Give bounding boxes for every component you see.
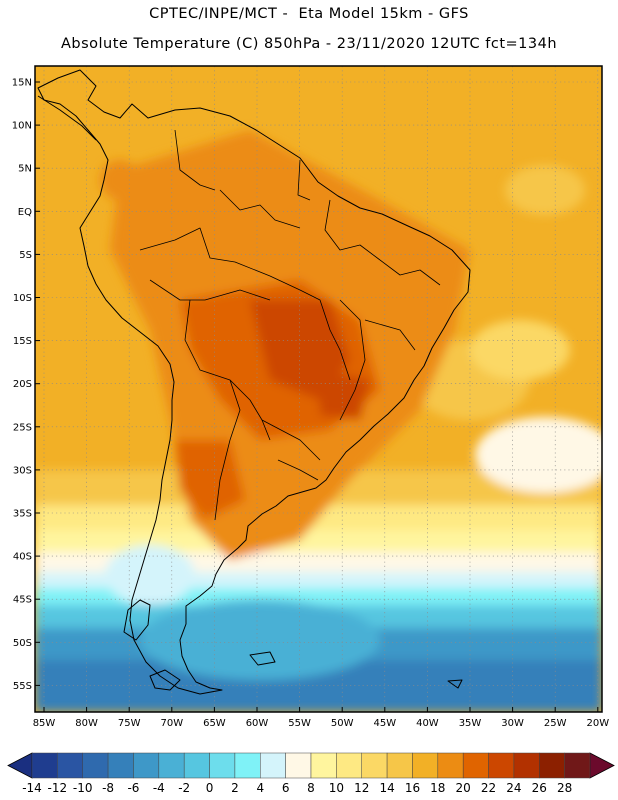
- colorbar: -14 -12 -10 -8 -6 -4 -2 0 2 4 6 8 10 12 14 16 18 20 22 24 26…: [7, 752, 615, 795]
- colorbar-swatch: [310, 752, 337, 779]
- colorbar-swatch: [513, 752, 540, 779]
- colorbar-label: 0: [206, 781, 214, 795]
- colorbar-label: 8: [307, 781, 315, 795]
- temperature-field: [35, 66, 602, 712]
- colorbar-swatch: [31, 752, 58, 779]
- lat-tick-label: 45S: [13, 595, 32, 606]
- colorbar-swatch: [462, 752, 489, 779]
- colorbar-label: 2: [231, 781, 239, 795]
- colorbar-swatch: [412, 752, 439, 779]
- colorbar-label: -6: [127, 781, 139, 795]
- lat-tick-label: 40S: [13, 552, 32, 563]
- colorbar-label: -2: [178, 781, 190, 795]
- colorbar-swatch: [107, 752, 134, 779]
- lon-tick-label: 65W: [203, 718, 226, 729]
- colorbar-label: 6: [282, 781, 290, 795]
- map-title-line-1: CPTEC/INPE/MCT - Eta Model 15km - GFS: [149, 6, 469, 22]
- lat-tick-label: 25S: [13, 422, 32, 433]
- colorbar-swatch: [82, 752, 109, 779]
- colorbar-label: 26: [532, 781, 547, 795]
- lat-tick-label: 15S: [13, 336, 32, 347]
- lon-tick-label: 60W: [246, 718, 269, 729]
- colorbar-label: -14: [22, 781, 42, 795]
- latitude-axis: 15N 10N 5N EQ 5S 10S 15S 20S 25S 30S 35S 40S 45S 50S 5…: [12, 78, 40, 692]
- coastline: [37, 69, 471, 695]
- colorbar-swatch: [336, 752, 362, 779]
- colorbar-swatch: [260, 752, 286, 779]
- colorbar-swatch: [234, 752, 261, 779]
- colorbar-swatch: [488, 752, 515, 779]
- colorbar-swatch: [133, 752, 160, 779]
- longitude-axis: 85W 80W 75W 70W 65W 60W 55W 50W 45W 40W 35W 30W 25W 2…: [33, 707, 609, 729]
- lon-tick-label: 70W: [160, 718, 183, 729]
- lat-tick-label: 5S: [19, 250, 32, 261]
- lon-tick-label: 20W: [586, 718, 609, 729]
- colorbar-swatch: [539, 752, 565, 779]
- colorbar-label: 22: [481, 781, 496, 795]
- lat-tick-label: 55S: [13, 681, 32, 692]
- map-frame: [34, 65, 603, 713]
- lat-lon-grid: [35, 66, 602, 712]
- colorbar-label: 16: [405, 781, 420, 795]
- colorbar-swatch: [564, 752, 591, 779]
- colorbar-label: 12: [354, 781, 369, 795]
- colorbar-label: -8: [102, 781, 114, 795]
- lon-tick-label: 50W: [331, 718, 354, 729]
- lat-tick-label: 5N: [18, 164, 32, 175]
- lat-tick-label: 15N: [12, 78, 32, 89]
- colorbar-label: 24: [506, 781, 521, 795]
- country-borders: [139, 129, 441, 521]
- colorbar-label: 20: [456, 781, 471, 795]
- lon-tick-label: 80W: [75, 718, 98, 729]
- lat-tick-label: EQ: [18, 207, 32, 218]
- lon-tick-label: 40W: [416, 718, 439, 729]
- colorbar-label: 14: [379, 781, 394, 795]
- colorbar-label: 10: [329, 781, 344, 795]
- colorbar-label: 4: [256, 781, 264, 795]
- lon-tick-label: 35W: [459, 718, 482, 729]
- colorbar-label: -10: [73, 781, 93, 795]
- colorbar-label: 28: [557, 781, 572, 795]
- colorbar-swatch: [158, 752, 185, 779]
- colorbar-under-arrow: [7, 752, 33, 779]
- colorbar-swatch: [437, 752, 464, 779]
- colorbar-swatch: [183, 752, 210, 779]
- lon-tick-label: 25W: [544, 718, 567, 729]
- lat-tick-label: 35S: [13, 509, 32, 520]
- colorbar-over-arrow: [589, 752, 615, 779]
- lon-tick-label: 30W: [501, 718, 524, 729]
- lon-tick-label: 85W: [33, 718, 56, 729]
- colorbar-swatch: [285, 752, 312, 779]
- colorbar-swatch: [209, 752, 236, 779]
- lat-tick-label: 10N: [12, 121, 32, 132]
- lat-tick-label: 50S: [13, 638, 32, 649]
- colorbar-label: -4: [153, 781, 165, 795]
- map-title-line-2: Absolute Temperature (C) 850hPa - 23/11/…: [60, 36, 558, 52]
- lon-tick-label: 75W: [118, 718, 141, 729]
- colorbar-swatch: [361, 752, 388, 779]
- lon-tick-label: 55W: [288, 718, 311, 729]
- colorbar-swatch: [386, 752, 413, 779]
- lat-tick-label: 30S: [13, 465, 32, 476]
- lon-tick-label: 45W: [373, 718, 396, 729]
- colorbar-swatch: [57, 752, 83, 779]
- colorbar-label: -12: [48, 781, 68, 795]
- colorbar-label: 18: [430, 781, 445, 795]
- lat-tick-label: 10S: [13, 293, 32, 304]
- lat-tick-label: 20S: [13, 379, 32, 390]
